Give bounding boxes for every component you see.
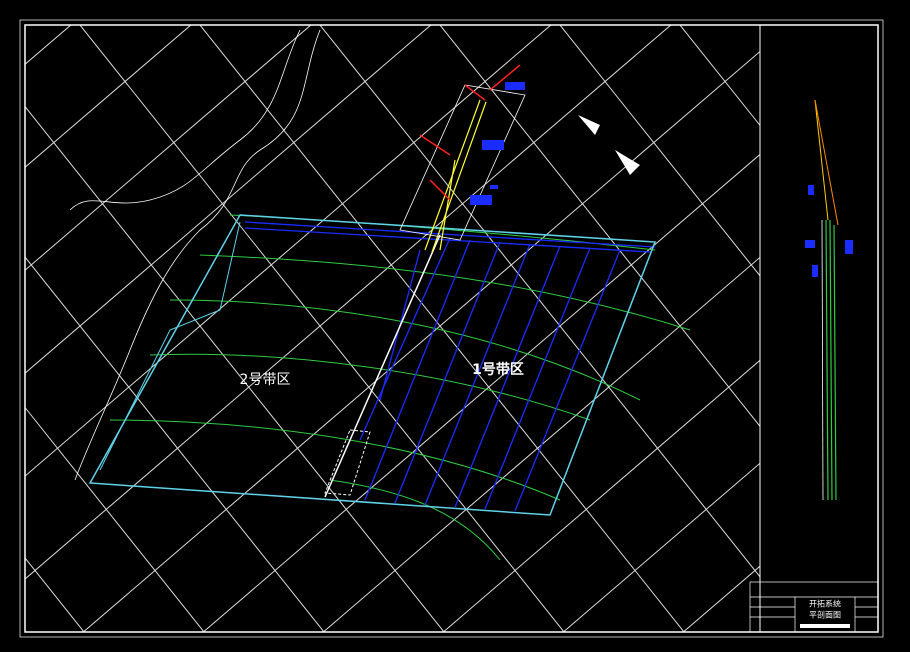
drawing-subtitle: 平剖面图 xyxy=(809,610,841,620)
border-frame xyxy=(19,19,884,638)
grid-line xyxy=(199,25,685,632)
shaft-outline xyxy=(399,84,526,241)
outer-frame xyxy=(24,24,879,633)
zone-divider xyxy=(324,234,441,498)
symbols xyxy=(470,82,525,205)
terrain-line xyxy=(69,29,301,211)
scale-bar xyxy=(800,624,850,628)
grid-line xyxy=(25,25,312,271)
grid-line xyxy=(25,25,192,168)
zone-label: 1号带区 xyxy=(472,362,524,378)
title-block xyxy=(749,581,879,633)
terrain-line xyxy=(74,29,321,481)
zone-label: 2号带区 xyxy=(240,372,291,388)
grid-line xyxy=(679,25,760,127)
grid-line xyxy=(562,462,760,632)
grid-line xyxy=(559,25,760,277)
north-arrow xyxy=(578,115,600,135)
pillar-area xyxy=(324,429,371,496)
grid-line xyxy=(79,25,565,632)
drawing-title: 开拓系统 xyxy=(809,599,841,609)
boundary-line xyxy=(99,221,241,471)
section-view xyxy=(805,99,853,501)
north-arrow xyxy=(615,150,640,175)
grid-line xyxy=(25,256,325,632)
grid-line xyxy=(319,25,760,578)
grid-line xyxy=(25,406,205,632)
grid-line xyxy=(442,359,760,632)
grid-line xyxy=(25,105,445,632)
markers xyxy=(419,64,521,201)
grid-line xyxy=(439,25,760,428)
shaft xyxy=(424,99,487,253)
mining-boundary xyxy=(88,214,657,516)
